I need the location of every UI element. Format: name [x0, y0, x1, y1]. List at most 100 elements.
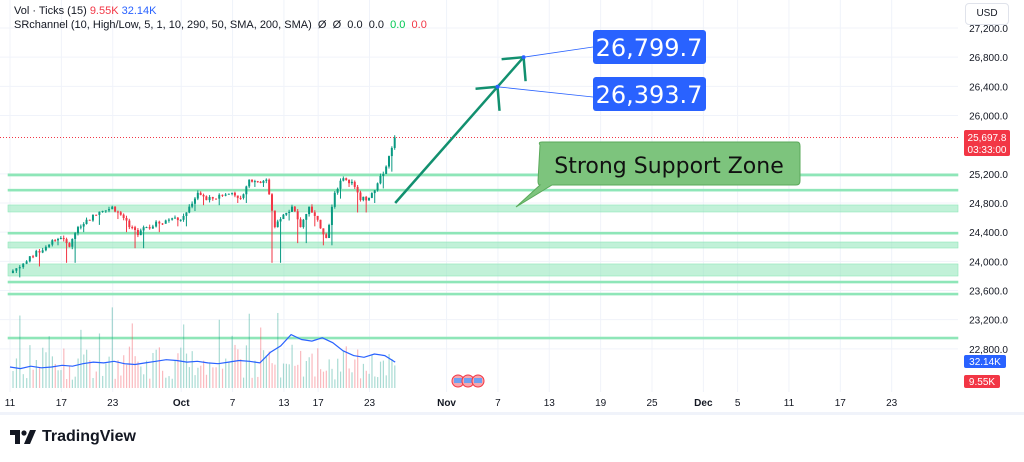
candle [59, 238, 62, 240]
candle [345, 178, 348, 181]
volume-bar [285, 363, 287, 388]
flag-detail [464, 378, 472, 383]
time-axis-label: 7 [495, 398, 501, 409]
candle [65, 239, 68, 244]
tradingview-logo-icon [10, 430, 36, 444]
volume-bar [357, 349, 359, 388]
candle [322, 228, 325, 235]
candle [171, 218, 174, 220]
brand-name: TradingView [42, 428, 136, 445]
candle [342, 178, 345, 181]
volume-bar [98, 333, 101, 388]
candle [339, 180, 342, 189]
volume-bar [328, 359, 330, 388]
candle [215, 198, 218, 200]
volume-bar [237, 349, 239, 388]
price-chart[interactable]: 26,799.7 26,393.7 Strong Support Zone 27,20… [0, 0, 1024, 412]
sr-value: 0.0 [347, 19, 363, 31]
target-label-box[interactable] [593, 77, 706, 111]
candle [11, 270, 14, 274]
candle [313, 212, 316, 216]
volume-bar [185, 353, 188, 388]
time-axis-label: 17 [56, 398, 68, 409]
candle [299, 219, 302, 228]
volume-bar [354, 359, 356, 388]
candle [44, 246, 47, 251]
time-axis-label: 13 [544, 398, 556, 409]
volume-bar [149, 378, 151, 388]
volume-bar [297, 364, 299, 388]
volume-bar [165, 377, 167, 388]
flag-detail [474, 378, 482, 383]
price-axis[interactable] [960, 0, 1024, 412]
candle [236, 195, 239, 198]
volume-bar [385, 375, 387, 388]
countdown-label: 03:33:00 [968, 145, 1007, 156]
volume-bar [60, 370, 62, 388]
volume-bar [317, 348, 319, 388]
candle [182, 216, 185, 220]
price-axis-label: 27,200.0 [969, 24, 1008, 35]
time-axis-label: 5 [735, 398, 741, 409]
candle [116, 211, 119, 213]
volume-bar [180, 347, 182, 388]
candle [224, 194, 227, 196]
volume-bar [92, 378, 94, 388]
volume-bar [45, 352, 47, 388]
volume-bar [365, 370, 367, 388]
volume-bar [95, 371, 97, 388]
candle [191, 203, 194, 207]
volume-badge [964, 375, 1000, 388]
support-resistance-zone [7, 173, 959, 177]
volume-bar [337, 358, 339, 388]
candle [359, 192, 362, 201]
volume-bar [102, 375, 104, 388]
candle [38, 250, 41, 253]
target-connector [497, 86, 594, 98]
volume-bar [74, 376, 76, 388]
currency-button[interactable]: USD [965, 3, 1009, 25]
volume-bar [183, 324, 185, 388]
volume-bar [274, 364, 276, 388]
candle [290, 206, 293, 212]
volume-bar [89, 360, 91, 388]
volume-bar [120, 375, 122, 388]
candle [57, 238, 60, 241]
volume-bar [48, 336, 50, 388]
candle [122, 214, 125, 218]
candle [145, 227, 148, 229]
volume-bar [254, 360, 256, 388]
volume-bar [145, 360, 148, 388]
candle [101, 210, 104, 212]
volume-bar [331, 368, 333, 388]
volume-bar [368, 373, 370, 388]
candle [285, 212, 288, 215]
candle [296, 211, 299, 220]
volume-bar [362, 363, 365, 388]
volume-bar [215, 367, 217, 388]
volume-bar [171, 378, 173, 388]
volume-bar [128, 346, 131, 388]
support-resistance-zone [7, 280, 959, 284]
volume-bar [194, 375, 196, 388]
volume-badge-label: 9.55K [969, 377, 995, 388]
volume-bar [308, 357, 310, 388]
candle [302, 219, 305, 228]
callout-box[interactable] [515, 141, 801, 208]
target-point [495, 84, 500, 89]
candle [22, 263, 25, 268]
candle [348, 180, 351, 184]
volume-bar [388, 353, 390, 388]
volume-bar [240, 359, 242, 388]
volume-bar [66, 379, 68, 388]
flag-detail [454, 378, 462, 383]
candle [350, 181, 353, 184]
tradingview-logo[interactable]: TradingView [10, 428, 136, 446]
candle [233, 192, 236, 196]
volume-bar [228, 362, 230, 388]
candle [188, 206, 191, 213]
candle [353, 181, 356, 187]
volume-bar [377, 377, 379, 388]
candle [308, 206, 311, 215]
target-label-box[interactable] [593, 30, 706, 64]
